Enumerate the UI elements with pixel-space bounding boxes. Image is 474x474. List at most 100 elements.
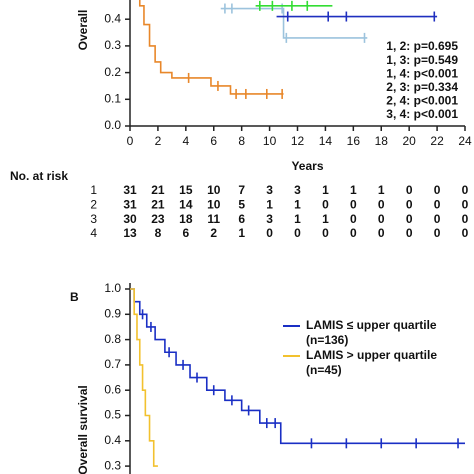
y-tick-label: 0.4 [104, 11, 121, 25]
risk-count: 10 [207, 183, 221, 197]
y-tick-label: 0.3 [104, 38, 121, 52]
x-tick-label: 20 [402, 134, 416, 148]
risk-count: 14 [179, 197, 193, 211]
x-tick-label: 10 [263, 134, 277, 148]
risk-count: 0 [434, 226, 441, 240]
survival-curve [138, 0, 284, 95]
legend-label: LAMIS ≤ upper quartile [306, 318, 437, 332]
risk-group: 2 [90, 197, 97, 211]
risk-count: 1 [266, 197, 273, 211]
survival-curve [130, 288, 465, 445]
survival-curve [220, 7, 368, 39]
p-value: 3, 4: p<0.001 [386, 107, 458, 121]
risk-count: 7 [238, 183, 245, 197]
x-tick-label: 22 [430, 134, 444, 148]
risk-count: 1 [322, 212, 329, 226]
risk-count: 1 [350, 183, 357, 197]
risk-count: 0 [266, 226, 273, 240]
y-axis-label: Overall [76, 10, 90, 51]
p-value: 2, 3: p=0.334 [386, 80, 458, 94]
risk-count: 0 [378, 226, 385, 240]
y-tick-label: 0.7 [104, 357, 121, 371]
p-value: 1, 3: p=0.549 [386, 53, 458, 67]
x-tick-label: 12 [291, 134, 305, 148]
x-tick-label: 18 [375, 134, 389, 148]
risk-count: 1 [294, 197, 301, 211]
panel-label: B [70, 290, 79, 304]
x-tick-label: 2 [155, 134, 162, 148]
legend-n: (n=45) [306, 363, 342, 377]
risk-count: 31 [123, 183, 137, 197]
risk-count: 6 [238, 212, 245, 226]
risk-count: 15 [179, 183, 193, 197]
x-tick-label: 24 [458, 134, 472, 148]
risk-count: 0 [378, 212, 385, 226]
legend-label: LAMIS > upper quartile [306, 348, 437, 362]
x-tick-label: 14 [319, 134, 333, 148]
risk-count: 11 [207, 212, 220, 226]
x-axis-label: Years [291, 159, 323, 173]
x-tick-label: 4 [182, 134, 189, 148]
risk-count: 0 [350, 226, 357, 240]
risk-count: 0 [322, 197, 329, 211]
x-tick-label: 8 [238, 134, 245, 148]
risk-count: 0 [406, 226, 413, 240]
y-axis-label: Overall survival [76, 385, 90, 474]
risk-count: 1 [378, 183, 385, 197]
legend-n: (n=136) [306, 333, 348, 347]
risk-count: 5 [238, 197, 245, 211]
risk-count: 30 [123, 212, 137, 226]
risk-count: 0 [434, 183, 441, 197]
risk-count: 2 [210, 226, 217, 240]
risk-count: 31 [123, 197, 137, 211]
risk-count: 0 [350, 212, 357, 226]
x-tick-label: 6 [210, 134, 217, 148]
y-tick-label: 0.9 [104, 306, 121, 320]
y-tick-label: 1.0 [104, 281, 121, 295]
risk-count: 10 [207, 197, 221, 211]
risk-count: 0 [462, 226, 469, 240]
risk-count: 0 [434, 197, 441, 211]
p-value: 1, 2: p=0.695 [386, 39, 458, 53]
y-tick-label: 0.1 [104, 91, 121, 105]
risk-count: 0 [462, 183, 469, 197]
y-tick-label: 0.6 [104, 382, 121, 396]
risk-count: 3 [294, 183, 301, 197]
risk-count: 3 [266, 212, 273, 226]
y-tick-label: 0.8 [104, 332, 121, 346]
risk-count: 13 [123, 226, 137, 240]
risk-count: 18 [179, 212, 193, 226]
x-tick-label: 16 [347, 134, 361, 148]
risk-count: 0 [406, 212, 413, 226]
y-tick-label: 0.5 [104, 408, 121, 422]
risk-count: 21 [151, 183, 165, 197]
risk-count: 0 [350, 197, 357, 211]
risk-count: 0 [294, 226, 301, 240]
risk-table-title: No. at risk [10, 169, 68, 183]
risk-group: 1 [90, 183, 97, 197]
p-value: 1, 4: p<0.001 [386, 66, 458, 80]
risk-count: 3 [266, 183, 273, 197]
risk-count: 21 [151, 197, 165, 211]
risk-count: 1 [322, 183, 329, 197]
risk-count: 0 [462, 212, 469, 226]
p-value: 2, 4: p<0.001 [386, 94, 458, 108]
risk-count: 0 [462, 197, 469, 211]
x-tick-label: 0 [127, 134, 134, 148]
risk-count: 1 [238, 226, 245, 240]
risk-group: 3 [90, 212, 97, 226]
risk-count: 0 [378, 197, 385, 211]
risk-count: 1 [294, 212, 301, 226]
y-tick-label: 0.0 [104, 118, 121, 132]
y-tick-label: 0.3 [104, 458, 121, 472]
risk-count: 6 [182, 226, 189, 240]
survival-curve [130, 288, 158, 467]
risk-count: 8 [155, 226, 162, 240]
risk-count: 0 [434, 212, 441, 226]
risk-count: 23 [151, 212, 165, 226]
y-tick-label: 0.2 [104, 65, 121, 79]
risk-group: 4 [90, 226, 97, 240]
y-tick-label: 0.4 [104, 433, 121, 447]
risk-count: 0 [322, 226, 329, 240]
